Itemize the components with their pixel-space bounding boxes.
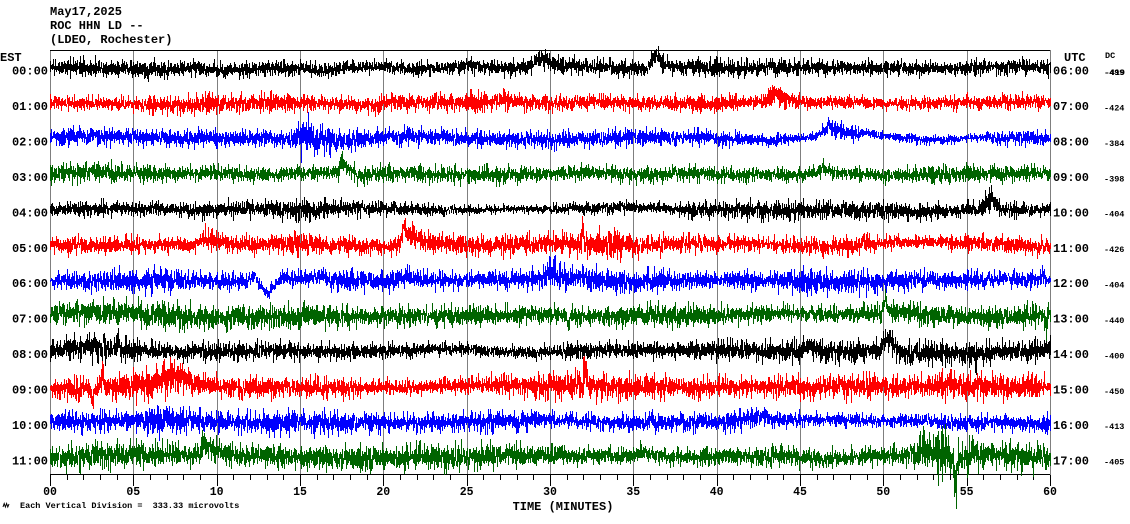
- svg-text:-450: -450: [1104, 387, 1124, 397]
- svg-text:UTC: UTC: [1064, 51, 1086, 65]
- svg-text:-440: -440: [1104, 316, 1124, 326]
- svg-text:08:00: 08:00: [12, 348, 48, 362]
- svg-text:50: 50: [876, 486, 890, 499]
- svg-text:DC: DC: [1105, 51, 1115, 61]
- svg-text:11:00: 11:00: [12, 454, 48, 468]
- svg-text:12:00: 12:00: [1053, 277, 1089, 291]
- svg-text:07:00: 07:00: [1053, 100, 1089, 114]
- svg-text:-424: -424: [1104, 103, 1124, 113]
- svg-text:May17,2025: May17,2025: [50, 5, 122, 19]
- svg-text:55: 55: [960, 486, 974, 499]
- svg-text:01:00: 01:00: [12, 100, 48, 114]
- svg-text:-413: -413: [1104, 422, 1124, 432]
- svg-text:-404: -404: [1104, 210, 1124, 220]
- svg-text:-384: -384: [1104, 139, 1124, 149]
- svg-text:-499: -499: [1104, 68, 1124, 78]
- svg-text:09:00: 09:00: [12, 384, 48, 398]
- svg-text:-426: -426: [1104, 245, 1124, 255]
- svg-text:EST: EST: [0, 51, 22, 65]
- svg-text:10:00: 10:00: [12, 419, 48, 433]
- svg-text:10:00: 10:00: [1053, 206, 1089, 220]
- svg-text:05:00: 05:00: [12, 242, 48, 256]
- svg-text:TIME (MINUTES): TIME (MINUTES): [513, 500, 614, 514]
- svg-text:05: 05: [126, 486, 140, 499]
- svg-text:02:00: 02:00: [12, 136, 48, 150]
- svg-text:-398: -398: [1104, 174, 1124, 184]
- svg-text:(LDEO, Rochester): (LDEO, Rochester): [50, 33, 172, 47]
- svg-text:06:00: 06:00: [1053, 65, 1089, 79]
- svg-text:45: 45: [793, 486, 807, 499]
- svg-text:11:00: 11:00: [1053, 242, 1089, 256]
- svg-text:16:00: 16:00: [1053, 419, 1089, 433]
- svg-text:40: 40: [710, 486, 724, 499]
- svg-text:13:00: 13:00: [1053, 313, 1089, 327]
- svg-text:20: 20: [376, 486, 390, 499]
- svg-text:00: 00: [43, 486, 57, 499]
- svg-text:15: 15: [293, 486, 307, 499]
- svg-text:-400: -400: [1104, 351, 1124, 361]
- svg-text:08:00: 08:00: [1053, 136, 1089, 150]
- svg-text:-404: -404: [1104, 281, 1124, 291]
- svg-text:30: 30: [543, 486, 557, 499]
- svg-text:Each Vertical Division = 333.: Each Vertical Division = 333.33 microvol…: [20, 501, 239, 511]
- svg-text:17:00: 17:00: [1053, 454, 1089, 468]
- svg-text:07:00: 07:00: [12, 313, 48, 327]
- svg-text:04:00: 04:00: [12, 206, 48, 220]
- svg-text:14:00: 14:00: [1053, 348, 1089, 362]
- svg-text:06:00: 06:00: [12, 277, 48, 291]
- svg-text:09:00: 09:00: [1053, 171, 1089, 185]
- svg-text:35: 35: [626, 486, 640, 499]
- svg-text:60: 60: [1043, 486, 1057, 499]
- svg-text:00:00: 00:00: [12, 65, 48, 79]
- svg-text:10: 10: [210, 486, 224, 499]
- svg-text:-419: -419: [1105, 68, 1125, 78]
- svg-text:03:00: 03:00: [12, 171, 48, 185]
- svg-text:15:00: 15:00: [1053, 384, 1089, 398]
- svg-text:ROC HHN LD --: ROC HHN LD --: [50, 19, 144, 33]
- svg-text:25: 25: [460, 486, 474, 499]
- svg-text:-405: -405: [1104, 458, 1124, 468]
